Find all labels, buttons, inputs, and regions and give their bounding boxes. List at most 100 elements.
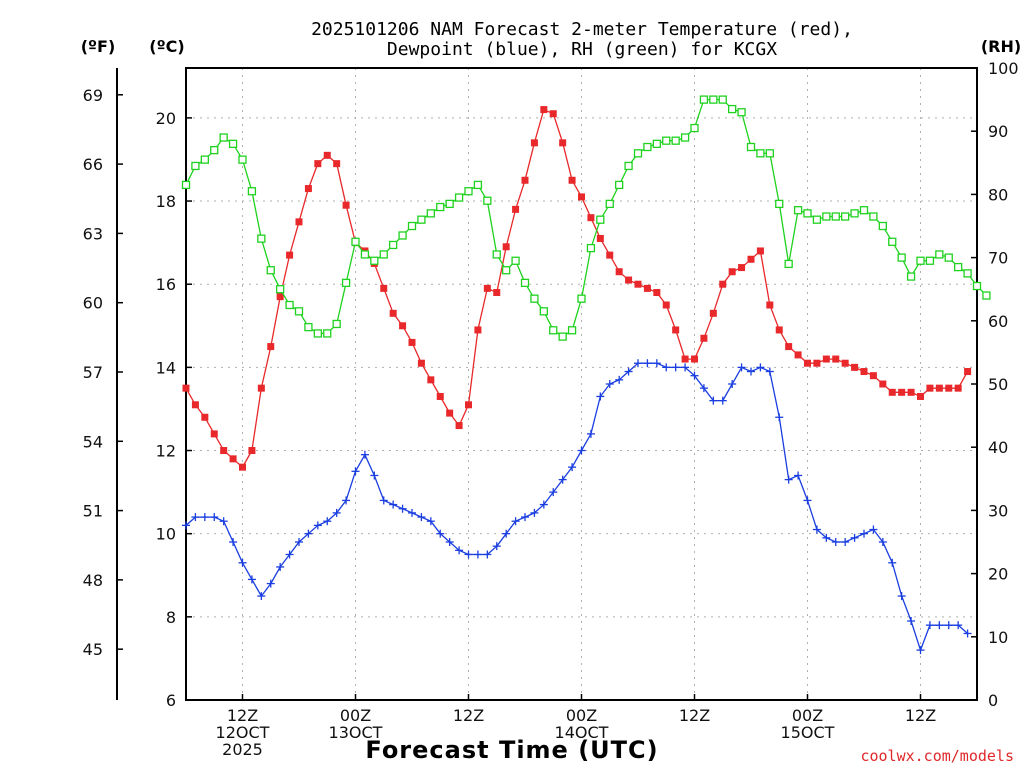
series-line-rh xyxy=(185,98,987,338)
temperature-point xyxy=(766,301,774,309)
rh-point xyxy=(200,155,209,164)
temperature-point xyxy=(417,359,425,367)
credit-link[interactable]: coolwx.com/models xyxy=(860,747,1014,765)
x-tick-label: 12Z xyxy=(227,706,258,725)
temperature-point xyxy=(220,447,228,455)
temperature-point xyxy=(606,251,614,259)
rh-point xyxy=(483,196,492,205)
temperature-point xyxy=(917,392,924,400)
dewpoint-point xyxy=(681,363,690,372)
dewpoint-point xyxy=(549,488,558,497)
temperature-point xyxy=(201,413,209,421)
temperature-point xyxy=(832,355,840,363)
x-tick-label: 00Z xyxy=(566,706,597,725)
temperature-point xyxy=(257,384,265,392)
dewpoint-point xyxy=(925,621,934,630)
dewpoint-point xyxy=(907,617,916,625)
x-tick-label: 12Z xyxy=(679,706,710,725)
temperature-point xyxy=(662,301,670,309)
dewpoint-point xyxy=(652,359,661,368)
dewpoint-point xyxy=(276,562,285,571)
dewpoint-point xyxy=(323,517,332,526)
rh-point xyxy=(756,149,765,158)
dewpoint-point xyxy=(191,513,200,522)
dewpoint-point xyxy=(803,496,812,505)
fahrenheit-tick-label: 60 xyxy=(83,294,103,313)
rh-point xyxy=(539,307,548,316)
temperature-point xyxy=(474,326,482,334)
rh-point xyxy=(615,180,624,190)
celsius-tick-label: 14 xyxy=(156,358,176,377)
rh-point xyxy=(935,250,944,259)
temperature-point xyxy=(342,201,350,209)
dewpoint-point xyxy=(502,529,511,538)
temperature-point xyxy=(615,268,623,276)
x-axis-label: Forecast Time (UTC) xyxy=(365,736,658,764)
rh-axis-unit: (RH) xyxy=(981,37,1021,56)
temperature-point xyxy=(314,160,322,168)
temperature-point xyxy=(540,106,548,114)
rh-tick-label: 50 xyxy=(988,375,1008,394)
rh-tick-label: 30 xyxy=(988,501,1008,520)
temperature-point xyxy=(276,293,284,301)
rh-point xyxy=(360,250,370,259)
rh-tick-label: 60 xyxy=(988,312,1008,331)
dewpoint-point xyxy=(200,513,209,522)
rh-tick-label: 40 xyxy=(988,438,1008,457)
temperature-point xyxy=(436,392,444,400)
x-tick-label: 14OCT xyxy=(555,723,609,742)
chart-title-line2: Dewpoint (blue), RH (green) for KCGX xyxy=(387,39,777,60)
dewpoint-point xyxy=(831,538,840,546)
temperature-point xyxy=(530,139,538,147)
axes xyxy=(116,67,978,701)
rh-point xyxy=(276,285,285,294)
plot-series xyxy=(181,95,991,655)
dewpoint-point xyxy=(182,521,190,530)
dewpoint-point xyxy=(266,579,275,588)
rh-point xyxy=(407,221,417,231)
rh-point xyxy=(680,133,690,142)
dewpoint-point xyxy=(398,504,407,513)
dewpoint-point xyxy=(690,371,699,380)
rh-point xyxy=(511,256,520,265)
temperature-point xyxy=(888,388,896,396)
fahrenheit-tick-label: 48 xyxy=(83,571,103,590)
rh-point xyxy=(831,212,840,221)
dewpoint-point xyxy=(436,529,445,538)
dewpoint-point xyxy=(586,429,595,438)
dewpoint-point xyxy=(238,558,247,567)
series-line-temperature xyxy=(185,108,969,469)
fahrenheit-tick-label: 63 xyxy=(83,224,103,243)
dewpoint-point xyxy=(511,517,520,526)
dewpoint-point xyxy=(342,496,351,505)
dewpoint-point xyxy=(483,550,492,559)
temperature-point xyxy=(239,463,246,471)
rh-point xyxy=(662,136,671,145)
dewpoint-point xyxy=(643,359,652,368)
temperature-point xyxy=(267,343,275,351)
rh-point xyxy=(210,146,219,155)
rh-point xyxy=(436,202,445,212)
temperature-point xyxy=(935,384,943,392)
temperature-point xyxy=(333,160,341,168)
rh-point xyxy=(633,149,643,158)
rh-tick-label: 0 xyxy=(988,691,998,710)
rh-point xyxy=(266,266,275,275)
rh-point xyxy=(341,278,351,288)
fahrenheit-axis-unit: (ºF) xyxy=(81,37,116,56)
celsius-tick-label: 10 xyxy=(156,525,176,544)
temperature-point xyxy=(691,355,698,363)
temperature-point xyxy=(879,380,887,388)
dewpoint-point xyxy=(568,463,577,472)
rh-point xyxy=(426,209,435,218)
x-tick-label: 15OCT xyxy=(781,723,835,742)
dewpoint-point xyxy=(464,550,473,559)
rh-point xyxy=(257,234,266,243)
rh-point xyxy=(888,237,897,246)
temperature-point xyxy=(568,176,576,184)
dewpoint-point xyxy=(332,508,341,517)
rh-point xyxy=(313,329,322,338)
dewpoint-point xyxy=(718,396,727,405)
fahrenheit-tick-label: 51 xyxy=(83,502,103,521)
rh-point xyxy=(746,142,756,152)
